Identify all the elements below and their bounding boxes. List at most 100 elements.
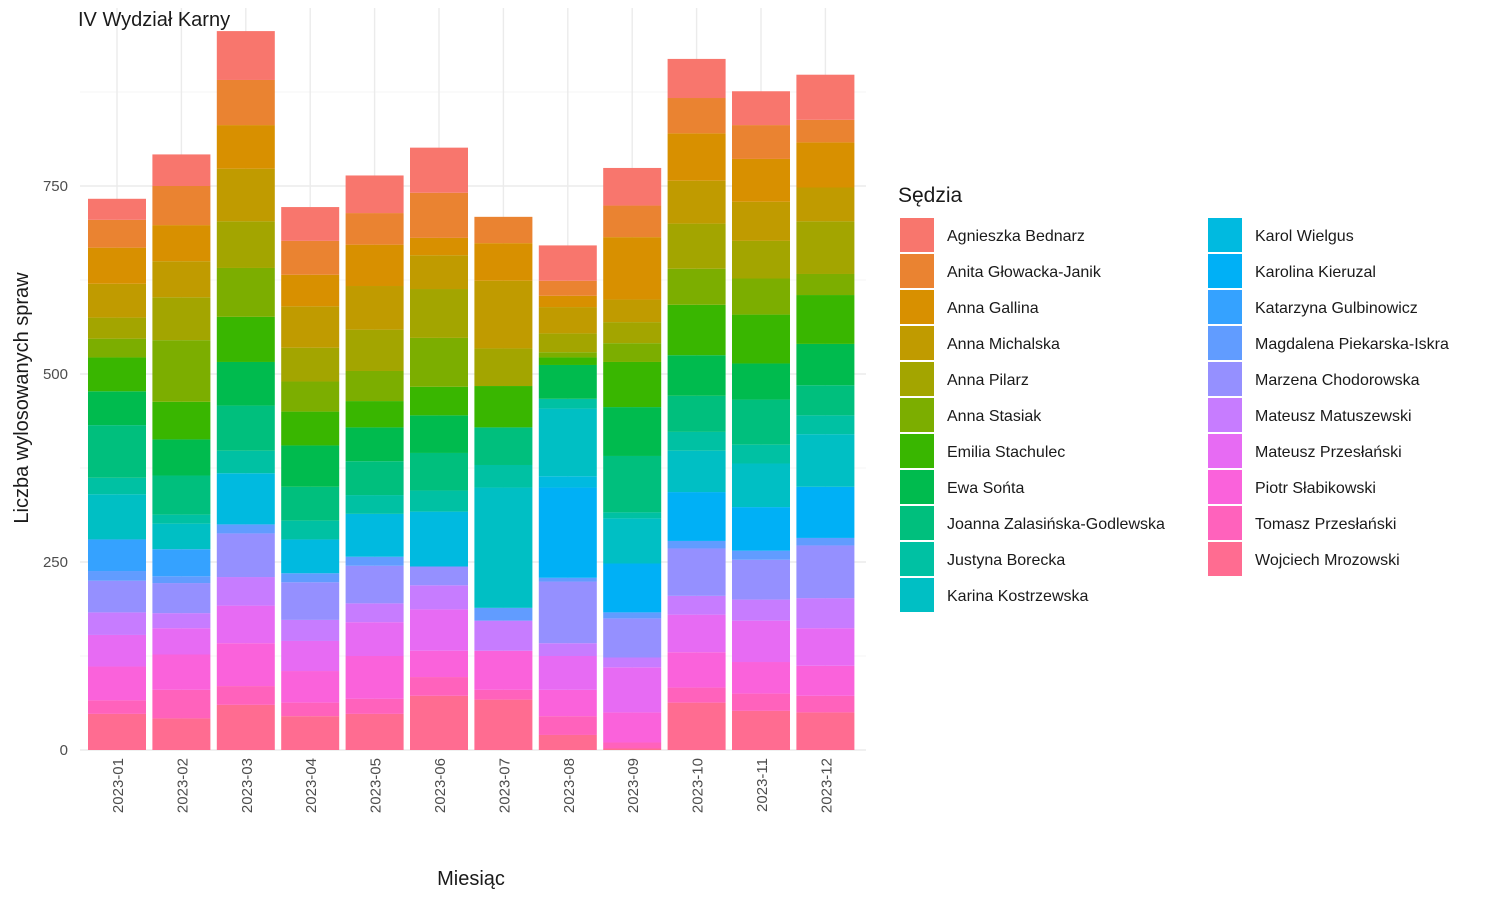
bar-segment [345,495,404,514]
bar-segment [88,580,146,613]
x-tick-label: 2023-12 [818,758,835,813]
bar-segment [410,147,468,193]
bar-segment [796,665,855,696]
legend-label: Magdalena Piekarska-Iskra [1255,336,1449,353]
bar-segment [345,622,404,656]
bar-segment [216,473,275,525]
bar-segment [152,689,211,719]
legend-swatch [900,434,934,468]
bar-segment [603,237,662,300]
bar-segment [281,619,340,641]
bar-segment [88,338,146,358]
bar-segment [88,700,146,714]
bar-segment [796,695,855,713]
bar-segment [538,734,597,750]
x-tick-label: 2023-03 [239,758,256,813]
bar-segment [667,133,726,181]
bar-segment [667,652,726,688]
bar-segment [410,585,468,610]
bar-segment [410,415,468,453]
bar-segment [474,689,533,700]
bar-segment [603,322,662,344]
y-axis-title: Liczba wylosowanych spraw [11,272,33,524]
legend-label: Wojciech Mrozowski [1255,552,1400,569]
bar-segment [216,643,275,687]
bar-segment [410,255,468,290]
legend-swatch [900,290,934,324]
bar-segment [152,628,211,655]
bar-segment [88,477,146,495]
bar-segment [345,213,404,245]
bar-segment [538,581,597,644]
bar-segment [732,91,790,126]
bar-segment [538,716,597,735]
bar-segment [88,317,146,339]
bar-segment [732,507,790,551]
x-axis-ticks: 2023-01 2023-02 2023-03 2023-04 2023-05 2023-… [110,758,835,813]
bar-segment [538,577,597,582]
bar-segment [796,142,855,188]
bar-segment [732,125,790,159]
bar-segment [152,439,211,476]
bar-segment [410,337,468,387]
bar-segment [88,539,146,572]
bar-segment [216,221,275,268]
legend-swatch [900,362,934,396]
bar-segment [281,539,340,574]
legend-label: Karol Wielgus [1255,228,1354,245]
bar-segment [410,566,468,586]
bar-segment [732,463,790,508]
bar-segment [474,243,533,281]
legend-title: Sędzia [898,184,963,207]
bar-segment [796,628,855,666]
bar-segment [281,520,340,540]
bar-segment [345,565,404,604]
bar-segment [152,340,211,402]
bar-segment [345,401,404,428]
legend-swatch [1208,254,1242,288]
bar-segment [152,401,211,440]
bar-segment [281,671,340,703]
bar-segment [667,687,726,703]
bar-segment [88,571,146,581]
legend-swatch [1208,218,1242,252]
legend-swatch [1208,398,1242,432]
chart-title: IV Wydział Karny [78,9,230,31]
bar-segment [603,343,662,362]
bar-segment [152,718,211,750]
bar-segment [796,385,855,416]
bar-segment [345,698,404,714]
bar-segment [345,244,404,287]
bar-segment [410,511,468,567]
bar-segment [152,613,211,629]
bar-segment [796,74,855,120]
legend-swatch [1208,470,1242,504]
bar-segment [88,391,146,426]
bar-segment [281,347,340,382]
bar-segment [538,280,597,296]
bar-segment [796,273,855,296]
bar-segment [538,487,597,578]
bar-segment [152,154,211,186]
bar-segment [732,444,790,464]
bar-segment [152,523,211,550]
legend-label: Anna Pilarz [947,372,1029,389]
bar-segment [152,654,211,690]
bar-segment [732,693,790,711]
bar-segment [474,620,533,651]
bar-segment [667,614,726,653]
legend-label: Karolina Kieruzal [1255,264,1376,281]
bar-segment [667,548,726,596]
bar-segment [152,549,211,577]
bar-segment [410,609,468,651]
bar-segment [667,395,726,432]
bar-segment [796,295,855,344]
bar-segment [732,399,790,445]
bar-segment [603,361,662,408]
bar-segment [345,513,404,557]
legend-swatch [1208,290,1242,324]
bar-segment [410,452,468,491]
bar-segment [281,240,340,275]
bar-segment [216,533,275,578]
bar-segment [667,180,726,224]
